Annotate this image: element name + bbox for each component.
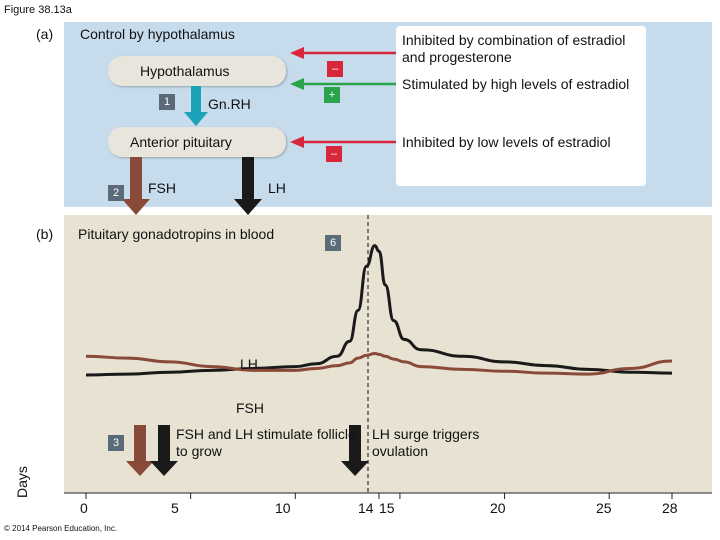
tick-label-25: 25 (596, 500, 612, 516)
tick-label-5: 5 (171, 500, 179, 516)
stimulate-sign-badge: + (324, 87, 340, 103)
note-inhibited-combination: Inhibited by combination of estradiol an… (402, 32, 626, 65)
regulation-notes-panel (396, 26, 646, 186)
days-axis-label: Days (14, 466, 30, 498)
lh-release-arrow (234, 157, 262, 215)
step-6-badge: 6 (325, 235, 341, 251)
step-2-badge: 2 (108, 185, 124, 201)
lh-stimulate-arrow (150, 425, 178, 476)
step-3-badge: 3 (108, 435, 124, 451)
tick-label-14: 14 (358, 500, 374, 516)
fsh-stimulate-arrow (126, 425, 154, 476)
anterior-pituitary-box (108, 127, 286, 157)
fsh-curve-label: FSH (236, 400, 264, 416)
lh-surge-arrow (341, 425, 369, 476)
hypothalamus-label: Hypothalamus (140, 63, 230, 79)
stimulate-high-estradiol-arrow (290, 78, 396, 90)
lh-curve-label: LH (240, 356, 258, 372)
inhibit-low-estradiol-arrow (290, 136, 396, 148)
ovulation-note: LH surge triggers ovulation (372, 426, 480, 459)
fsh-series-line (85, 351, 673, 376)
tick-label-10: 10 (275, 500, 291, 516)
copyright-notice: © 2014 Pearson Education, Inc. (4, 524, 118, 533)
note-stimulated-high-estradiol: Stimulated by high levels of estradiol (402, 76, 630, 92)
gnrh-arrow (184, 86, 208, 126)
figure-label: Figure 38.13a (4, 4, 72, 16)
tick-label-15: 15 (379, 500, 395, 516)
gnrh-label: Gn.RH (208, 96, 251, 112)
anterior-pituitary-label: Anterior pituitary (130, 134, 232, 150)
panel-b-letter: (b) (36, 226, 54, 242)
step-1-badge: 1 (159, 94, 175, 110)
note-inhibited-low-estradiol: Inhibited by low levels of estradiol (402, 134, 611, 150)
tick-label-0: 0 (80, 500, 88, 516)
tick-label-28: 28 (662, 500, 678, 516)
inhibit-sign-badge-2: – (326, 146, 342, 162)
inhibit-combination-arrow (290, 47, 396, 59)
fsh-release-arrow (122, 157, 150, 215)
panel-a-letter: (a) (36, 26, 54, 42)
tick-label-20: 20 (490, 500, 506, 516)
hormone-curves (85, 244, 673, 377)
inhibit-sign-badge-1: – (327, 61, 343, 77)
panel-a-title: Control by hypothalamus (80, 26, 235, 42)
lh-release-label: LH (268, 180, 286, 196)
follicle-growth-note: FSH and LH stimulate follicle to grow (176, 426, 356, 459)
x-axis-ticks (85, 493, 673, 499)
panel-b-title: Pituitary gonadotropins in blood (78, 226, 275, 242)
hypothalamus-box (108, 56, 286, 86)
panel-b-background (64, 215, 712, 493)
fsh-release-label: FSH (148, 180, 176, 196)
